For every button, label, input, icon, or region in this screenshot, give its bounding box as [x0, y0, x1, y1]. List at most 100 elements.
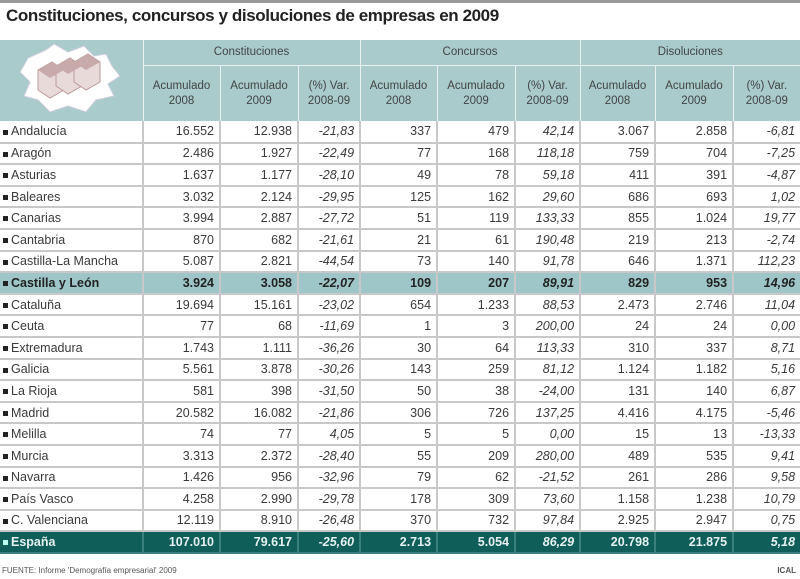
cell-value: 0,00 — [514, 423, 581, 446]
column-header: Acumulado 2009 — [436, 65, 516, 121]
cell-value: 109 — [359, 272, 438, 295]
cell-value: 306 — [359, 401, 438, 425]
cell-value: 168 — [436, 142, 516, 166]
cell-value: 140 — [654, 380, 734, 403]
cell-value: 190,48 — [514, 228, 581, 252]
cell-value: -13,33 — [732, 423, 800, 446]
cell-value: 131 — [579, 380, 656, 403]
cell-value: 73 — [359, 250, 438, 274]
cell-value: 953 — [654, 272, 734, 295]
cell-value: 682 — [219, 228, 298, 252]
region-name: Cataluña — [0, 293, 143, 317]
cell-value: -7,25 — [732, 142, 800, 166]
cell-value: 280,00 — [514, 444, 581, 468]
cell-value: 38 — [436, 380, 516, 403]
cell-value: 0,00 — [732, 315, 800, 338]
cell-value: -27,72 — [296, 207, 361, 230]
cell-value: 411 — [579, 164, 656, 187]
cell-value: 89,91 — [514, 272, 581, 295]
column-header-line: Acumulado — [152, 79, 211, 92]
cell-value: -11,69 — [296, 315, 361, 338]
cell-value: 77 — [359, 142, 438, 166]
column-header-line: (%) Var. — [746, 79, 788, 92]
cell-value: 50 — [359, 380, 438, 403]
table-row: Ceuta 77 68 -11,69 1 3 200,00 24 24 0,00 — [0, 315, 800, 338]
cell-value: 1.158 — [579, 488, 656, 511]
cell-value: 79.617 — [219, 531, 298, 555]
region-name: Ceuta — [0, 315, 143, 338]
column-header-line: Acumulado — [230, 79, 288, 92]
cell-value: 91,78 — [514, 250, 581, 274]
cell-value: 581 — [142, 380, 220, 403]
cell-value: 1.111 — [219, 336, 298, 360]
column-header: (%) Var. 2008-09 — [732, 65, 800, 121]
cell-value: 8,71 — [732, 336, 800, 360]
cell-value: 337 — [654, 336, 734, 360]
page-title: Constituciones, concursos y disoluciones… — [6, 6, 499, 25]
cell-value: -29,95 — [296, 185, 361, 209]
cell-value: 956 — [219, 466, 298, 490]
credit: ICAL — [777, 566, 796, 575]
cell-value: -32,96 — [296, 466, 361, 490]
cell-value: 337 — [359, 121, 438, 144]
region-name: Madrid — [0, 401, 143, 425]
region-name: Castilla-La Mancha — [0, 250, 143, 274]
cell-value: 2.947 — [654, 509, 734, 533]
region-name: Navarra — [0, 466, 143, 490]
cell-value: 3.994 — [142, 207, 220, 230]
cell-value: 81,12 — [514, 358, 581, 382]
cell-value: 391 — [654, 164, 734, 187]
cell-value: 1.637 — [142, 164, 220, 187]
cell-value: 125 — [359, 185, 438, 209]
cell-value: 5.054 — [436, 531, 516, 555]
cell-value: 2.887 — [219, 207, 298, 230]
region-name: País Vasco — [0, 488, 143, 511]
cell-value: 1.743 — [142, 336, 220, 360]
cell-value: 30 — [359, 336, 438, 360]
cell-value: 68 — [219, 315, 298, 338]
region-name: Melilla — [0, 423, 143, 446]
cell-value: 12.119 — [142, 509, 220, 533]
cell-value: -44,54 — [296, 250, 361, 274]
column-header-line: 2009 — [463, 94, 489, 107]
cell-value: 535 — [654, 444, 734, 468]
cell-value: 1 — [359, 315, 438, 338]
cell-value: -21,52 — [514, 466, 581, 490]
cell-value: 3.313 — [142, 444, 220, 468]
column-header: Acumulado 2008 — [579, 65, 656, 121]
cell-value: 21 — [359, 228, 438, 252]
cell-value: 286 — [654, 466, 734, 490]
cell-value: 21.875 — [654, 531, 734, 555]
cell-value: 219 — [579, 228, 656, 252]
column-header-line: 2008-09 — [526, 94, 569, 107]
cell-value: 1.124 — [579, 358, 656, 382]
cell-value: -23,02 — [296, 293, 361, 317]
top-rule — [0, 0, 800, 3]
cell-value: -31,50 — [296, 380, 361, 403]
column-header: Acumulado 2008 — [359, 65, 438, 121]
cell-value: 213 — [654, 228, 734, 252]
cell-value: 12.938 — [219, 121, 298, 144]
region-name: C. Valenciana — [0, 509, 143, 533]
table-row: Castilla-La Mancha 5.087 2.821 -44,54 73 140 9… — [0, 250, 800, 274]
cell-value: 726 — [436, 401, 516, 425]
group-header-constituciones: Constituciones — [142, 40, 361, 67]
cell-value: 5.561 — [142, 358, 220, 382]
cell-value: 1.177 — [219, 164, 298, 187]
region-name: Aragón — [0, 142, 143, 166]
cell-value: 1.238 — [654, 488, 734, 511]
column-header-line: Acumulado — [447, 79, 505, 92]
column-header-line: 2009 — [246, 94, 272, 107]
cell-value: 209 — [436, 444, 516, 468]
cell-value: 62 — [436, 466, 516, 490]
cell-value: -28,40 — [296, 444, 361, 468]
cell-value: 2.473 — [579, 293, 656, 317]
cell-value: 5,16 — [732, 358, 800, 382]
cell-value: 20.582 — [142, 401, 220, 425]
cell-value: 693 — [654, 185, 734, 209]
cell-value: 4.175 — [654, 401, 734, 425]
cell-value: 479 — [436, 121, 516, 144]
cell-value: 3.878 — [219, 358, 298, 382]
table-row: País Vasco 4.258 2.990 -29,78 178 309 73,60 1.1… — [0, 488, 800, 511]
column-header-line: Acumulado — [588, 79, 647, 92]
